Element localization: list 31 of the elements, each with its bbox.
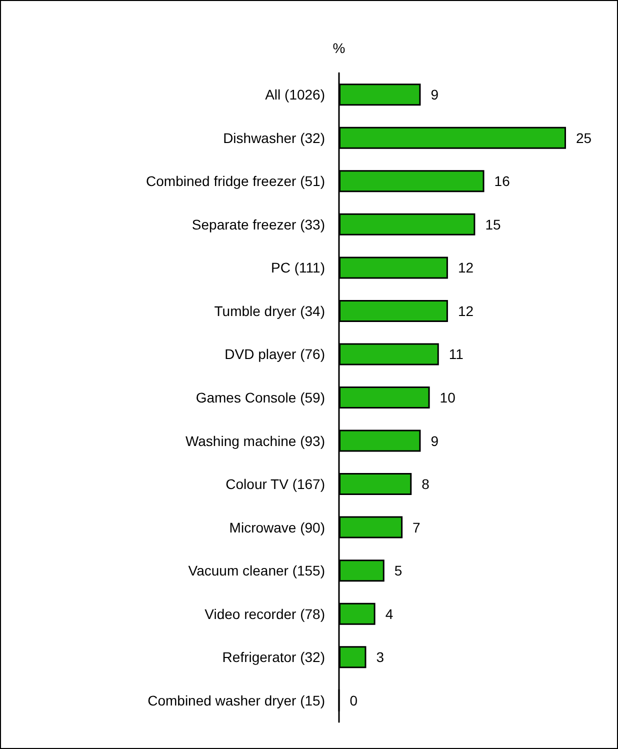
data-label: 9 — [430, 432, 439, 449]
data-label: 10 — [440, 390, 456, 406]
data-label: 11 — [448, 346, 464, 362]
data-label: 7 — [412, 519, 421, 536]
data-label: 0 — [350, 692, 358, 708]
y-tick-label: Video recorder (78) — [204, 606, 325, 622]
data-label: 12 — [458, 302, 474, 319]
x-axis-title: % — [332, 40, 346, 56]
data-label: 5 — [394, 562, 402, 579]
data-label: 12 — [458, 260, 474, 276]
y-tick-label: DVD player (76) — [224, 346, 325, 362]
y-tick-label: All (1026) — [265, 86, 325, 103]
data-label: 4 — [385, 606, 394, 622]
y-tick-label: Tumble dryer (34) — [214, 302, 325, 319]
data-label: 3 — [376, 649, 384, 666]
y-tick-label: Combined washer dryer (15) — [148, 692, 325, 708]
y-tick-label: Separate freezer (33) — [192, 216, 325, 232]
y-tick-label: Combined fridge freezer (51) — [146, 173, 325, 190]
y-tick-label: Games Console (59) — [196, 390, 325, 406]
y-tick-label: Microwave (90) — [229, 519, 325, 536]
data-label: 16 — [494, 173, 510, 190]
y-tick-label: Washing machine (93) — [185, 432, 325, 449]
y-tick-label: Refrigerator (32) — [222, 649, 325, 666]
data-label: 8 — [422, 476, 430, 492]
data-label: 15 — [485, 216, 501, 232]
data-label: 25 — [576, 130, 592, 146]
y-tick-label: Vacuum cleaner (155) — [188, 562, 325, 579]
data-label: 9 — [430, 86, 439, 103]
y-tick-label: PC (111) — [271, 260, 325, 276]
y-tick-label: Colour TV (167) — [226, 476, 325, 492]
y-tick-label: Dishwasher (32) — [223, 130, 325, 146]
